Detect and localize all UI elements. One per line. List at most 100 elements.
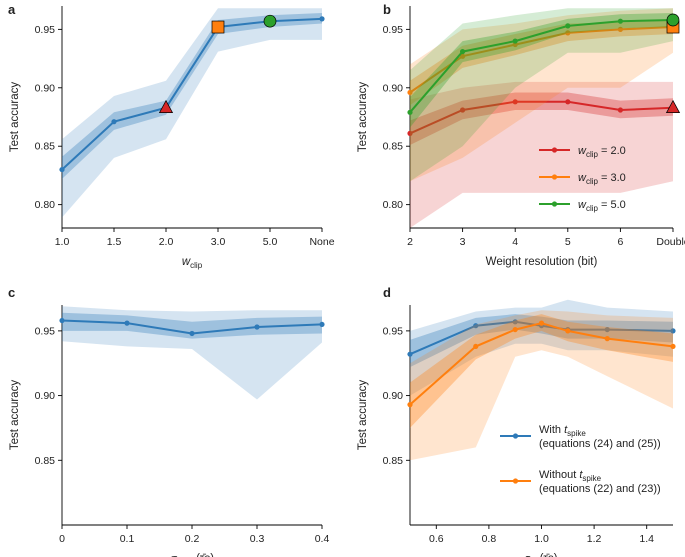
data-point [407,89,413,96]
data-point [460,107,466,113]
legend-label: wclip = 5.0 [578,199,626,213]
inner-band [410,92,673,145]
x-axis-label: τm (τ̄s) [525,553,557,557]
x-tick-label: 0.3 [250,533,265,545]
data-point [473,343,479,350]
x-tick-label: 0.1 [120,533,135,545]
data-point [565,23,571,29]
x-tick-label: 1.4 [639,533,654,545]
legend-marker [512,433,519,439]
legend-label: wclip = 3.0 [578,172,626,186]
data-point [254,324,260,330]
y-tick-label: 0.95 [35,325,56,337]
data-point [111,119,117,125]
series-1 [407,310,676,461]
x-tick-label: 1.0 [55,236,70,248]
y-axis-label: Test accuracy [357,380,369,451]
data-point [565,328,571,334]
y-tick-label: 0.95 [383,24,404,36]
square-marker [211,20,225,34]
data-point [670,328,676,334]
data-point [512,99,518,105]
series-0 [59,306,325,400]
data-point [460,53,466,59]
legend-marker [551,201,558,207]
outer-band [410,81,673,229]
legend-marker [551,147,558,153]
data-point [617,107,624,113]
data-point [538,320,545,326]
x-tick-label: 1.5 [107,236,122,248]
panel-c: c 0.85 0.90 0.95 0 0.1 0.2 0.3 0.4 Test accuracy σ… [8,285,329,557]
panel-a: a 0.80 0.85 0.90 0.95 1.0 1.5 2.0 3.0 5.0 None Test… [8,2,335,270]
data-point [565,99,571,105]
legend-label-detail: (equations (24) and (25)) [539,438,661,450]
data-point [512,38,518,44]
x-tick-label: 0 [59,533,65,545]
x-axis-label: Weight resolution (bit) [486,256,598,268]
panel-label-a: a [8,2,16,17]
data-point [512,319,518,325]
x-tick-label: 1.2 [587,533,602,545]
outer-band [62,8,322,218]
data-point [407,109,413,115]
panel-d: d 0.85 0.90 0.95 0.6 0.8 1.0 1.2 1.4 Test accurac… [357,285,676,557]
panel-label-c: c [8,285,15,300]
y-tick-label: 0.90 [35,82,56,94]
y-tick-label: 0.95 [383,325,404,337]
x-tick-label: 4 [512,236,518,248]
data-point [565,30,571,36]
x-tick-label: 3.0 [211,236,226,248]
data-point [124,320,130,326]
inner-band [410,13,673,128]
data-point [460,48,466,55]
series-0 [59,8,325,218]
series-line [409,100,674,135]
data-point [407,351,413,357]
x-tick-label: 5.0 [263,236,278,248]
series-line [61,17,323,171]
y-tick-label: 0.90 [383,82,404,94]
legend-label-detail: (equations (22) and (23)) [539,483,661,495]
x-tick-label: 0.8 [482,533,497,545]
x-tick-label: 0.4 [315,533,330,545]
legend-marker [512,478,519,484]
y-tick-label: 0.90 [35,390,56,402]
legend-marker [551,174,558,180]
y-tick-label: 0.85 [383,455,404,467]
panel-b: b 0.80 0.85 0.90 0.95 2 3 4 5 6 Double Test accurac… [357,2,685,268]
x-tick-label: 2.0 [159,236,174,248]
data-point [319,321,325,328]
y-tick-label: 0.95 [35,24,56,36]
data-point [407,402,413,408]
inner-band [62,312,322,339]
triangle-marker [158,99,174,114]
outer-band [410,8,673,182]
circle-marker [666,13,680,27]
inner-band [410,314,673,428]
x-tick-label: 6 [617,236,623,248]
legend-label: Without tspike [539,469,602,483]
legend-label: wclip = 2.0 [578,145,626,159]
panel-label-b: b [383,2,391,17]
series-line [409,19,674,113]
data-point [617,26,624,32]
y-tick-label: 0.85 [35,141,56,153]
circle-marker [263,14,277,28]
y-axis-label: Test accuracy [9,82,21,153]
data-point [407,130,413,136]
data-point [59,166,65,173]
x-tick-label: 0.2 [185,533,200,545]
x-tick-label: 3 [460,236,466,248]
x-tick-label: 2 [407,236,413,248]
y-tick-label: 0.85 [383,141,404,153]
y-axis-label: Test accuracy [9,380,21,451]
panel-label-d: d [383,285,391,300]
data-point [670,343,676,350]
data-point [59,317,65,324]
x-tick-label: Double [656,236,685,248]
outer-band [410,8,673,182]
y-tick-label: 0.85 [35,455,56,467]
data-point [319,16,325,22]
